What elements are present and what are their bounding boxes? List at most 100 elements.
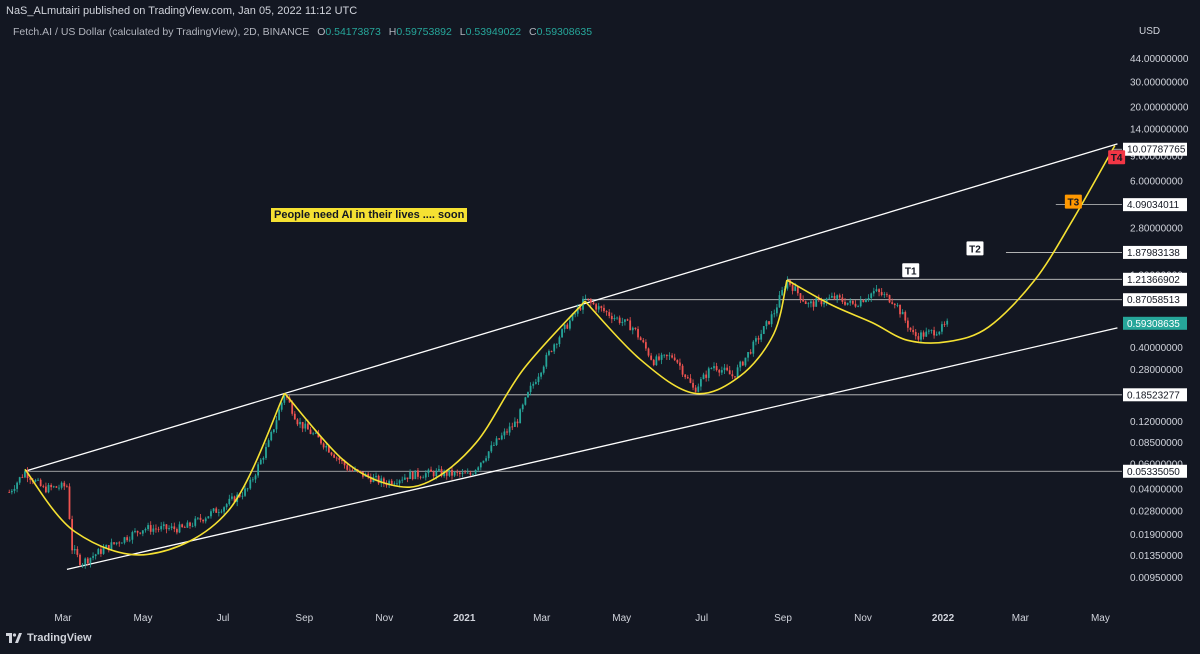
target-box-t2 <box>966 241 984 256</box>
candle-up <box>168 528 170 530</box>
candle-up <box>831 295 833 298</box>
candle-down <box>629 320 632 331</box>
candle-up <box>736 367 739 378</box>
candle-down <box>79 554 81 565</box>
channel-line <box>24 143 1118 472</box>
candle-down <box>799 293 802 300</box>
candle-down <box>566 324 569 329</box>
candle-down <box>731 374 734 377</box>
candle-down <box>348 469 351 471</box>
candle-down <box>833 295 836 299</box>
candle-up <box>710 368 713 370</box>
candle-up <box>828 297 831 299</box>
candle-up <box>857 306 860 308</box>
candle-up <box>448 469 451 476</box>
candle-up <box>314 432 317 434</box>
candle-down <box>26 471 29 478</box>
candle-down <box>498 438 501 440</box>
candle-up <box>204 518 207 522</box>
candle-up <box>194 518 197 526</box>
candle-down <box>665 354 668 357</box>
candle-up <box>946 320 949 325</box>
candle-up <box>393 483 396 485</box>
candle-up <box>244 488 246 496</box>
candle-up <box>435 470 438 477</box>
cup-curve <box>24 392 286 556</box>
candle-down <box>322 443 325 448</box>
time-tick-label: 2022 <box>932 613 955 624</box>
candle-up <box>270 432 273 441</box>
candle-up <box>660 354 663 360</box>
candle-down <box>464 472 467 474</box>
candle-up <box>152 528 155 532</box>
candle-down <box>65 486 68 488</box>
candle-down <box>741 361 744 366</box>
candle-down <box>71 519 74 551</box>
candle-down <box>293 413 296 420</box>
brand-name: TradingView <box>27 632 92 644</box>
candle-down <box>343 460 346 466</box>
time-tick-label: Mar <box>54 613 72 624</box>
tradingview-brand[interactable]: TradingView <box>6 632 92 644</box>
time-tick-label: Sep <box>774 613 792 624</box>
candle-down <box>157 528 160 530</box>
cup-curve <box>786 145 1116 344</box>
candle-up <box>186 522 189 528</box>
candle-up <box>927 330 930 332</box>
candle-up <box>92 556 94 558</box>
time-axis[interactable]: Mar May Jul Sep Nov 2021 Mar May Jul Sep Nov 2022 Ma… <box>54 613 1109 624</box>
candle-up <box>755 338 757 342</box>
candle-down <box>238 494 241 497</box>
candle-down <box>139 532 142 534</box>
candle-down <box>605 311 608 313</box>
candle-up <box>896 304 899 306</box>
candle-up <box>747 352 749 358</box>
tradingview-logo-icon <box>6 633 22 643</box>
price-tick-label: 2.80000000 <box>1130 223 1183 234</box>
candle-down <box>886 294 888 296</box>
symbol-name: Fetch.AI / US Dollar (calculated by Trad… <box>13 26 310 38</box>
level-price-box <box>1123 272 1187 286</box>
candle-up <box>58 487 60 489</box>
candle-down <box>291 402 294 414</box>
price-tick-label: 0.00950000 <box>1130 573 1183 584</box>
candle-down <box>608 312 611 316</box>
candle-up <box>24 471 26 478</box>
price-tick-label: 14.00000000 <box>1130 125 1189 136</box>
candle-up <box>875 289 878 292</box>
candle-down <box>76 549 79 555</box>
candle-up <box>134 530 136 533</box>
candle-up <box>616 317 618 319</box>
candle-up <box>162 524 165 527</box>
candle-down <box>851 300 854 304</box>
candle-up <box>702 374 705 380</box>
candle-up <box>663 354 666 356</box>
candle-up <box>870 293 873 298</box>
candle-down <box>595 304 598 310</box>
candle-up <box>37 479 39 481</box>
price-tick-label: 44.00000000 <box>1130 54 1189 65</box>
candle-up <box>304 423 307 429</box>
candle-up <box>251 479 254 481</box>
candle-down <box>181 524 184 528</box>
candle-up <box>128 539 131 541</box>
price-axis[interactable]: 44.00000000 30.00000000 20.00000000 14.0000… <box>1123 26 1189 584</box>
candle-down <box>346 465 349 470</box>
candle-up <box>191 525 194 527</box>
candle-down <box>215 508 218 513</box>
price-tick-label: 20.00000000 <box>1130 103 1189 114</box>
candle-up <box>778 295 781 308</box>
candle-down <box>456 471 459 473</box>
candle-up <box>584 298 587 300</box>
high-label: H <box>388 26 397 38</box>
time-tick-label: Nov <box>375 613 393 624</box>
candle-up <box>503 431 506 436</box>
candle-down <box>909 327 912 330</box>
candle-down <box>369 476 372 483</box>
cup-curve <box>283 300 586 488</box>
price-tick-label: 9.00000000 <box>1130 152 1183 163</box>
candle-down <box>658 356 660 360</box>
candle-down <box>600 306 603 308</box>
candle-up <box>569 320 571 329</box>
